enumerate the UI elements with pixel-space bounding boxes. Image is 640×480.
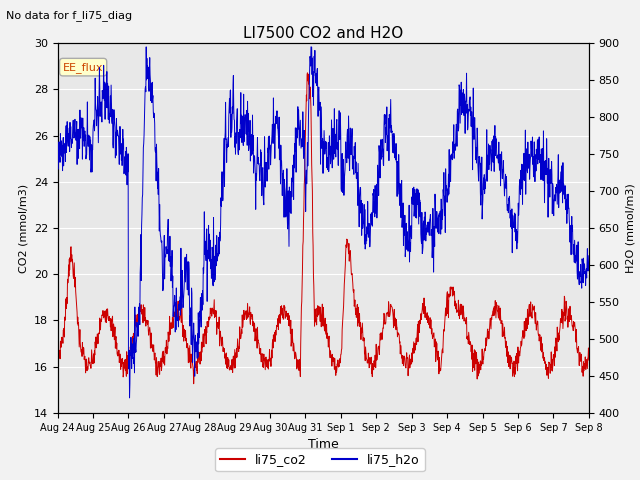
Y-axis label: H2O (mmol/m3): H2O (mmol/m3) — [625, 183, 636, 273]
Title: LI7500 CO2 and H2O: LI7500 CO2 and H2O — [243, 25, 403, 41]
X-axis label: Time: Time — [308, 438, 339, 451]
Legend: li75_co2, li75_h2o: li75_co2, li75_h2o — [215, 448, 425, 471]
Text: No data for f_li75_diag: No data for f_li75_diag — [6, 10, 132, 21]
Text: EE_flux: EE_flux — [63, 62, 104, 72]
Y-axis label: CO2 (mmol/m3): CO2 (mmol/m3) — [18, 183, 28, 273]
